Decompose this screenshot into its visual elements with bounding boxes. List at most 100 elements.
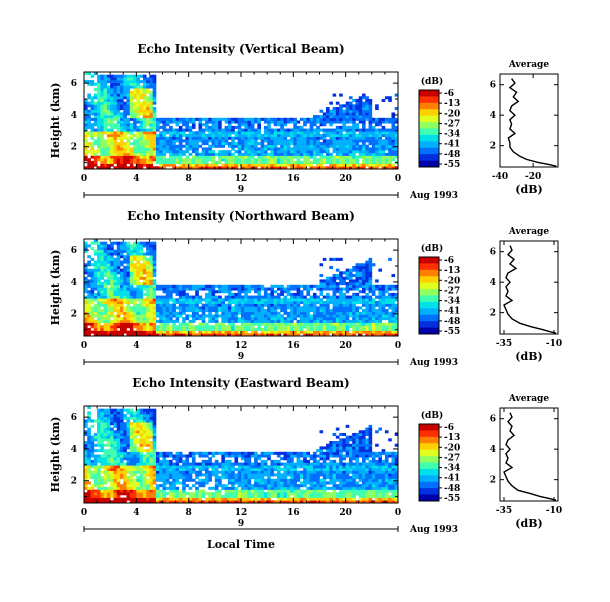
heatmap-cell [385,325,389,328]
heatmap-cell [362,266,366,269]
heatmap-cell [113,323,117,326]
heatmap-cell [153,274,157,277]
heatmap-cell [104,449,108,452]
heatmap-cell [267,296,271,299]
heatmap-cell [195,145,199,148]
heatmap-cell [182,306,186,309]
heatmap-cell [127,468,131,471]
heatmap-cell [215,320,219,323]
heatmap-cell [349,102,353,105]
heatmap-cell [234,298,238,301]
heatmap-cell [117,296,121,299]
heatmap-cell [179,288,183,291]
heatmap-cell [149,104,153,107]
heatmap-cell [94,438,98,441]
heatmap-cell [117,80,121,83]
average-y-tick-label: 6 [490,248,496,258]
heatmap-cell [172,323,176,326]
heatmap-cell [123,242,127,245]
heatmap-cell [179,158,183,161]
heatmap-cell [391,288,395,291]
heatmap-cell [277,158,281,161]
heatmap-cell [192,137,196,140]
heatmap-cell [120,131,124,134]
heatmap-cell [336,131,340,134]
heatmap-cell [339,290,343,293]
heatmap-cell [176,147,180,150]
heatmap-cell [107,331,111,334]
heatmap-cell [382,304,386,307]
heatmap-cell [140,306,144,309]
heatmap-cell [362,285,366,288]
heatmap-cell [163,131,167,134]
heatmap-cell [143,282,147,285]
heatmap-cell [306,121,310,124]
heatmap-cell [369,320,373,323]
heatmap-cell [313,129,317,132]
heatmap-cell [87,285,91,288]
heatmap-cell [221,134,225,137]
heatmap-cell [329,266,333,269]
heatmap-cell [303,304,307,307]
heatmap-cell [120,323,124,326]
heatmap-cell [140,104,144,107]
heatmap-cell [153,110,157,113]
heatmap-cell [280,285,284,288]
heatmap-cell [359,274,363,277]
heatmap-cell [189,304,193,307]
heatmap-cell [159,156,163,159]
heatmap-cell [97,436,101,439]
heatmap-cell [225,304,229,307]
heatmap-cell [238,301,242,304]
heatmap-cell [149,145,153,148]
heatmap-cell [218,156,222,159]
heatmap-cell [117,314,121,317]
heatmap-cell [333,147,337,150]
colorbar-tick-label: -13 [444,99,460,109]
heatmap-cell [251,314,255,317]
heatmap-cell [97,80,101,83]
heatmap-cell [113,271,117,274]
heatmap-cell [94,433,98,436]
heatmap-cell [123,465,127,468]
heatmap-cell [264,134,268,137]
heatmap-cell [264,118,268,121]
heatmap-cell [303,298,307,301]
heatmap-cell [104,438,108,441]
heatmap-cell [228,325,232,328]
heatmap-cell [130,312,134,315]
heatmap-cell [127,425,131,428]
heatmap-cell [84,104,88,107]
heatmap-cell [320,288,324,291]
heatmap-cell [84,471,88,474]
heatmap-cell [143,244,147,247]
heatmap-cell [182,298,186,301]
heatmap-cell [84,123,88,126]
heatmap-cell [100,441,104,444]
heatmap-cell [179,328,183,331]
heatmap-cell [107,419,111,422]
heatmap-cell [136,457,140,460]
heatmap-cell [110,252,114,255]
heatmap-cell [179,323,183,326]
heatmap-cell [346,102,350,105]
heatmap-cell [91,495,95,498]
heatmap-cell [130,288,134,291]
heatmap-cell [274,325,278,328]
heatmap-cell [362,309,366,312]
heatmap-cell [274,158,278,161]
heatmap-cell [107,91,111,94]
heatmap-cell [146,314,150,317]
heatmap-cell [97,498,101,501]
heatmap-cell [97,479,101,482]
heatmap-cell [192,156,196,159]
heatmap-cell [97,250,101,253]
heatmap-cell [156,145,160,148]
heatmap-cell [113,269,117,272]
heatmap-cell [313,320,317,323]
heatmap-cell [378,131,382,134]
heatmap-cell [91,425,95,428]
heatmap-cell [172,134,176,137]
heatmap-cell [179,131,183,134]
heatmap-cell [349,96,353,99]
